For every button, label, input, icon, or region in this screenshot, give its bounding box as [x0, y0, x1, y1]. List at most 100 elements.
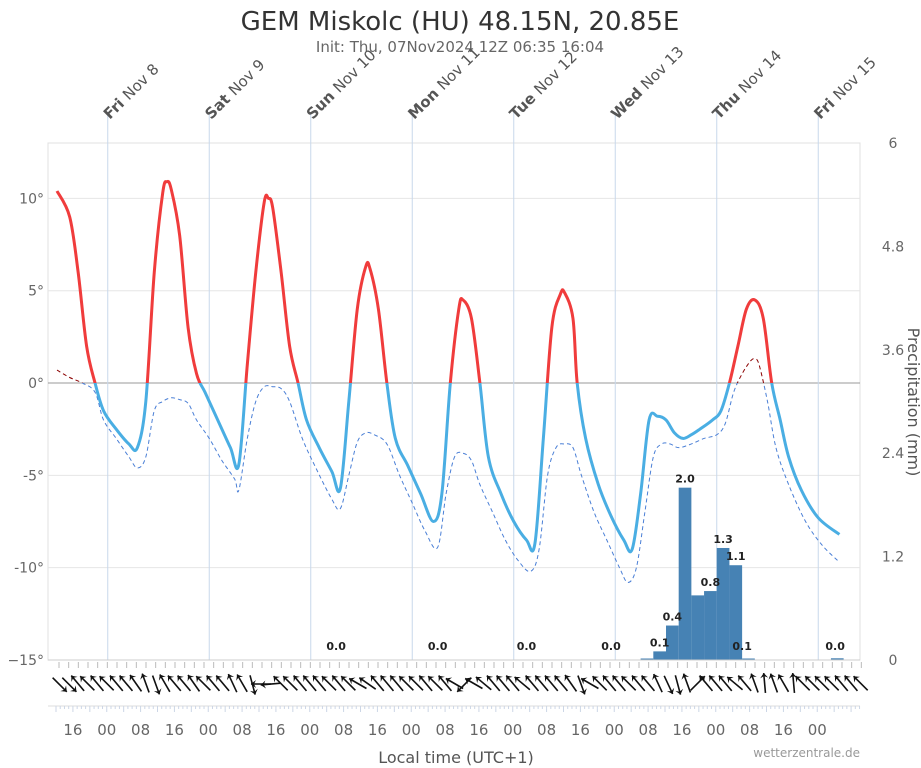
y2-tick-label: 1.2 [882, 550, 904, 566]
wind-barb-shaft [726, 676, 744, 691]
wind-barb [553, 675, 569, 692]
day-label: Thu Nov 14 [709, 46, 785, 122]
wind-barb [514, 676, 531, 691]
wind-barb-shaft [52, 677, 68, 693]
precip-bar [666, 625, 679, 660]
wind-barb [176, 675, 192, 692]
wind-barb-shaft [427, 675, 443, 691]
wind-barb-shaft [631, 675, 646, 692]
wind-barb-shaft [70, 675, 85, 692]
wind-barb-shaft [737, 675, 752, 692]
wind-barb-head [70, 685, 77, 692]
precip-label: 0.0 [428, 640, 448, 653]
wind-barb [852, 675, 869, 691]
wind-barb-head [749, 673, 757, 680]
wind-barb-head [196, 676, 203, 683]
wind-barb-head [681, 673, 690, 680]
wind-barb [205, 675, 221, 692]
wind-barb-head [602, 675, 610, 682]
wind-barb-head [486, 675, 494, 682]
wind-barb [464, 677, 483, 690]
wind-barb-shaft [272, 675, 289, 691]
wind-barb [620, 675, 637, 691]
wind-barb [631, 675, 646, 692]
wind-barb-head [525, 675, 532, 682]
wind-barb-shaft [777, 674, 790, 693]
day-separators [107, 112, 819, 660]
wind-barb-shaft [794, 675, 811, 691]
precip-bar [653, 651, 666, 660]
wind-barb-head [408, 676, 416, 683]
wind-barb-head [119, 675, 126, 682]
wind-barb [151, 675, 162, 695]
wind-barb-head [631, 675, 639, 682]
wind-barb-shaft [61, 677, 78, 693]
x-tick-label: 00 [97, 721, 116, 739]
wind-barb [524, 675, 540, 692]
wind-barb [61, 677, 78, 693]
wind-barb-shaft [340, 675, 356, 691]
wind-barb [158, 674, 171, 693]
x-tick-label: 16 [774, 721, 793, 739]
wind-barb-shaft [814, 675, 830, 691]
wind-barb-shaft [358, 677, 377, 690]
wind-barb-shaft [437, 675, 453, 692]
precip-bar [704, 591, 717, 660]
wind-barb [652, 673, 663, 693]
wind-barb-head [312, 675, 320, 682]
wind-barb-head [621, 676, 628, 683]
wind-barb [611, 675, 627, 692]
wind-barb-head [844, 675, 851, 682]
precip-label: 2.0 [675, 473, 695, 486]
wind-barb [674, 675, 684, 695]
y2-axis-label: Precipitation (mm) [904, 328, 921, 477]
wind-barb-shaft [398, 675, 414, 691]
wind-barb [282, 675, 298, 691]
wind-barb [777, 674, 790, 693]
wind-barb-shaft [791, 672, 796, 694]
precip-label: 0.0 [825, 640, 845, 653]
wind-barb-shaft [109, 675, 124, 692]
wind-barb-head [795, 676, 802, 683]
wind-barb-shaft [79, 675, 95, 691]
wind-barb-head [80, 676, 87, 683]
precipitation-bars [640, 487, 844, 660]
wind-barb [389, 675, 404, 692]
precip-label: 1.1 [726, 550, 746, 563]
wind-barb [843, 675, 859, 692]
wind-barb-shaft [129, 674, 143, 692]
wind-barb-head [814, 676, 822, 683]
wind-barb [140, 673, 150, 693]
wind-barb-head [293, 675, 300, 682]
wind-barb-head [177, 675, 184, 682]
wind-barb-shaft [514, 676, 531, 691]
day-label: Fri Nov 8 [100, 60, 163, 123]
wind-barb-shaft [564, 674, 578, 692]
wind-barb-head [260, 680, 267, 689]
wind-barb-head [581, 677, 588, 685]
precip-bar [830, 658, 844, 660]
wind-barb-head [332, 675, 339, 682]
wind-barb [98, 675, 115, 691]
x-tick-label: 00 [300, 721, 319, 739]
wind-barb-head [564, 674, 572, 682]
wind-barb [331, 675, 346, 692]
wind-barb-shaft [236, 674, 248, 693]
wind-barb-shaft [176, 675, 192, 692]
credit-text[interactable]: wetterzentrale.de [753, 746, 860, 760]
wind-barb [398, 675, 414, 691]
precip-bar [640, 658, 654, 660]
wind-barb [226, 673, 238, 693]
wind-barb [418, 675, 433, 692]
chart-subtitle: Init: Thu, 07Nov2024 12Z 06:35 16:04 [316, 38, 604, 56]
precip-label: 0.4 [663, 611, 683, 624]
wind-barb-head [60, 685, 67, 692]
wind-barb [534, 675, 549, 692]
wind-barb [749, 673, 759, 693]
precipitation-labels: 0.1 0.4 2.0 0.8 1.3 1.1 0.0 0.0 0.0 0.0 0.1 0.0 [326, 473, 845, 653]
x-tick-label: 16 [672, 721, 691, 739]
wind-barb [236, 674, 248, 693]
wind-barb [427, 675, 443, 691]
wind-barb [804, 675, 820, 691]
wind-barb [302, 675, 317, 692]
